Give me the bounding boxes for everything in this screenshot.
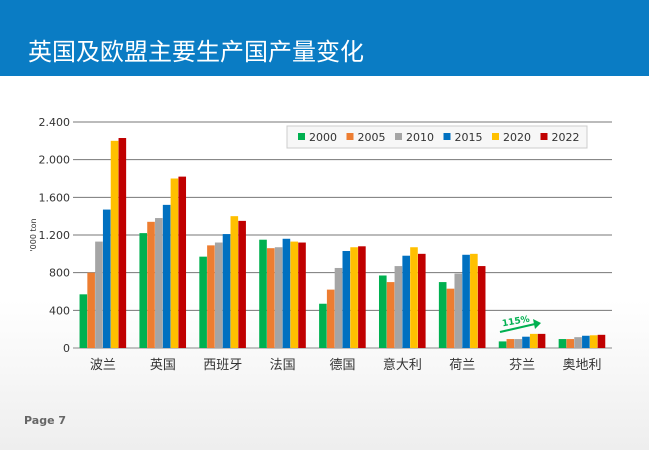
- arrow-head-icon: [533, 319, 541, 329]
- bar-波兰-2022: [118, 138, 127, 348]
- bar-英国-2010: [155, 218, 163, 348]
- bar-西班牙-2022: [238, 220, 246, 348]
- bar-奥地利-2010: [574, 337, 582, 348]
- x-tick-label: 奥地利: [563, 358, 602, 373]
- x-tick-label: 法国: [270, 358, 296, 373]
- legend-swatch-2015: [443, 133, 451, 140]
- legend-label: 2010: [406, 131, 434, 144]
- bar-英国-2020: [170, 178, 179, 348]
- bar-德国-2015: [342, 251, 351, 348]
- bar-荷兰-2000: [438, 282, 447, 348]
- x-tick-label: 意大利: [383, 357, 422, 373]
- bar-波兰-2000: [79, 294, 88, 348]
- x-tick-label: 西班牙: [203, 358, 242, 373]
- bar-英国-2005: [147, 221, 155, 348]
- bar-西班牙-2015: [222, 234, 231, 348]
- bar-意大利-2015: [402, 255, 410, 348]
- bar-芬兰-2005: [506, 339, 515, 348]
- bar-德国-2022: [358, 246, 366, 348]
- bar-波兰-2005: [87, 272, 95, 348]
- legend-swatch-2010: [395, 133, 402, 140]
- legend-swatch-2005: [346, 133, 354, 140]
- bar-芬兰-2022: [537, 333, 546, 348]
- legend-label: 2005: [358, 131, 386, 144]
- bar-德国-2020: [350, 247, 358, 348]
- y-tick-label: 2.400: [39, 116, 71, 129]
- bar-奥地利-2000: [558, 339, 567, 348]
- legend-label: 2020: [503, 131, 531, 144]
- growth-arrow-line: [499, 323, 536, 333]
- bar-荷兰-2022: [477, 266, 486, 348]
- y-tick-label: 0: [63, 342, 70, 355]
- bar-西班牙-2010: [214, 242, 223, 348]
- bar-法国-2000: [259, 239, 267, 348]
- bar-西班牙-2020: [230, 216, 239, 348]
- bar-西班牙-2000: [199, 256, 207, 348]
- x-tick-label: 荷兰: [449, 358, 475, 373]
- legend-label: 2000: [309, 131, 337, 144]
- bar-波兰-2015: [102, 209, 111, 348]
- legend-swatch-2020: [492, 133, 499, 140]
- bar-波兰-2010: [95, 241, 103, 348]
- x-tick-label: 芬兰: [509, 358, 535, 373]
- bar-法国-2022: [298, 242, 306, 348]
- bar-意大利-2005: [386, 282, 395, 348]
- bar-荷兰-2010: [454, 273, 463, 348]
- bar-芬兰-2000: [498, 341, 507, 348]
- bar-法国-2020: [290, 241, 299, 348]
- page-title: 英国及欧盟主要生产国产量变化: [28, 38, 364, 66]
- y-tick-label: 1.200: [39, 229, 71, 242]
- bar-法国-2010: [274, 247, 283, 348]
- bar-荷兰-2020: [470, 253, 478, 348]
- legend-swatch-2022: [540, 133, 548, 140]
- bar-英国-2015: [162, 204, 171, 348]
- bar-波兰-2020: [110, 140, 119, 348]
- bar-奥地利-2005: [566, 339, 575, 348]
- bar-芬兰-2015: [522, 336, 530, 348]
- legend-box: [286, 125, 588, 149]
- bar-法国-2005: [267, 248, 275, 348]
- legend-swatch-2000: [298, 133, 305, 140]
- y-tick-label: 2.000: [39, 154, 71, 167]
- legend-label: 2022: [552, 131, 580, 144]
- bar-西班牙-2005: [207, 245, 215, 348]
- bar-荷兰-2015: [462, 254, 470, 348]
- y-tick-label: 400: [49, 304, 70, 317]
- bar-芬兰-2010: [514, 339, 522, 348]
- bar-荷兰-2005: [446, 288, 455, 348]
- bar-英国-2022: [178, 176, 187, 348]
- bar-德国-2000: [319, 303, 327, 348]
- x-tick-label: 英国: [150, 358, 176, 373]
- bar-奥地利-2022: [597, 334, 606, 348]
- y-tick-label: 800: [49, 267, 70, 280]
- legend-label: 2015: [455, 131, 483, 144]
- y-tick-label: 1.600: [39, 191, 71, 204]
- x-tick-label: 德国: [329, 358, 355, 373]
- header-bar: 英国及欧盟主要生产国产量变化: [0, 0, 649, 76]
- bar-德国-2010: [334, 267, 343, 348]
- bar-芬兰-2020: [529, 333, 538, 348]
- y-axis-label: '000 ton: [29, 218, 38, 251]
- bar-英国-2000: [139, 233, 148, 348]
- bar-奥地利-2020: [589, 335, 598, 348]
- x-tick-label: 波兰: [90, 358, 116, 373]
- page-number: Page 7: [24, 414, 67, 427]
- bar-意大利-2000: [378, 275, 387, 348]
- bar-法国-2015: [282, 238, 291, 348]
- bar-德国-2005: [326, 289, 335, 348]
- bar-意大利-2022: [417, 253, 426, 348]
- bar-奥地利-2015: [582, 335, 590, 348]
- bar-意大利-2010: [394, 266, 403, 348]
- bar-意大利-2020: [410, 247, 418, 348]
- growth-annotation: 115%: [501, 315, 530, 330]
